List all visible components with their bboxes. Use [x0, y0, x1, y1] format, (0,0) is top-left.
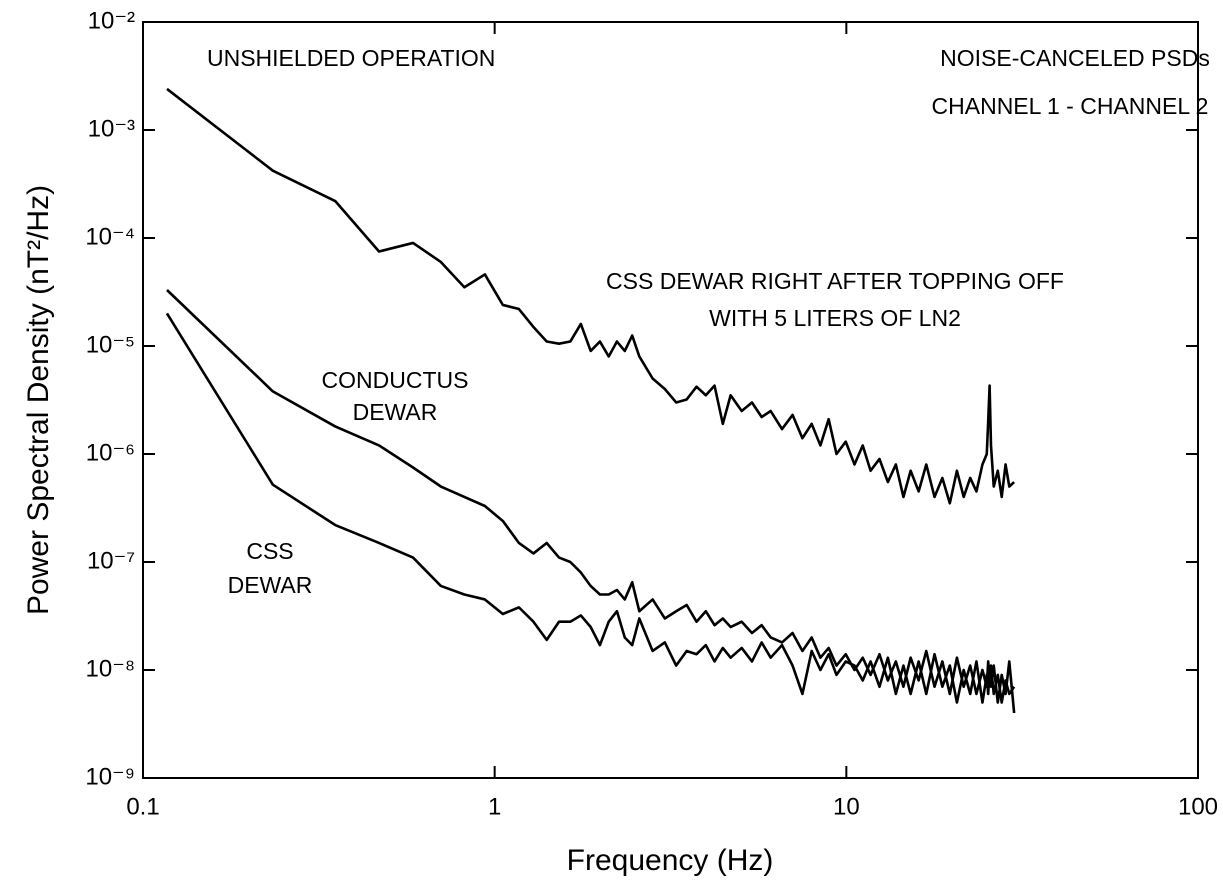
annotation: CHANNEL 1 - CHANNEL 2	[932, 93, 1209, 119]
annotation: CSS	[246, 538, 293, 564]
x-axis-title: Frequency (Hz)	[567, 844, 774, 877]
y-tick-label: 10⁻⁷	[87, 547, 135, 574]
annotation: UNSHIELDED OPERATION	[207, 45, 495, 71]
series-line	[165, 312, 1016, 714]
x-tick-label: 10	[833, 793, 860, 820]
x-tick-label: 0.1	[126, 793, 159, 820]
plot-frame	[142, 21, 1199, 779]
annotation: CSS DEWAR RIGHT AFTER TOPPING OFF	[606, 268, 1064, 294]
annotation: WITH 5 LITERS OF LN2	[709, 305, 961, 331]
x-tick-label: 1	[488, 793, 501, 820]
y-tick-label: 10⁻⁵	[86, 331, 135, 358]
annotation: DEWAR	[228, 572, 313, 598]
y-tick-label: 10⁻⁸	[86, 655, 136, 682]
annotation: DEWAR	[353, 399, 438, 425]
series-line	[166, 87, 1016, 505]
x-tick-label: 100	[1178, 793, 1218, 820]
series-line	[166, 289, 1016, 704]
y-tick-label: 10⁻⁴	[85, 223, 135, 250]
y-tick-label: 10⁻³	[88, 115, 135, 142]
y-tick-label: 10⁻⁶	[86, 439, 135, 466]
annotation: CONDUCTUS	[322, 367, 469, 393]
y-axis-title: Power Spectral Density (nT²/Hz)	[22, 185, 55, 615]
y-tick-label: 10⁻²	[88, 7, 135, 34]
annotation: NOISE-CANCELED PSDs	[940, 45, 1210, 71]
y-tick-label: 10⁻⁹	[85, 763, 135, 790]
